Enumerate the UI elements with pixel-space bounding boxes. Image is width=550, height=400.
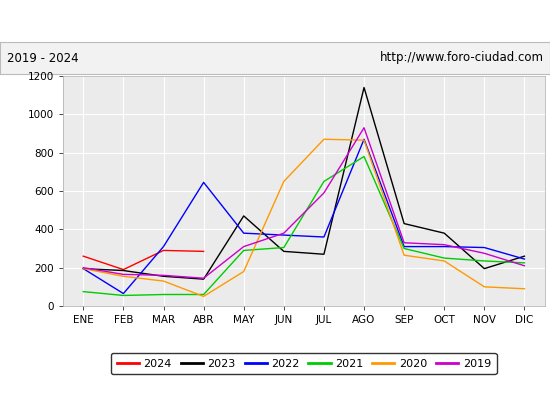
Legend: 2024, 2023, 2022, 2021, 2020, 2019: 2024, 2023, 2022, 2021, 2020, 2019: [111, 353, 497, 374]
Text: 2019 - 2024: 2019 - 2024: [7, 52, 78, 64]
Text: http://www.foro-ciudad.com: http://www.foro-ciudad.com: [379, 52, 543, 64]
Text: Evolucion Nº Turistas Nacionales en el municipio de Tartanedo: Evolucion Nº Turistas Nacionales en el m…: [47, 14, 503, 28]
